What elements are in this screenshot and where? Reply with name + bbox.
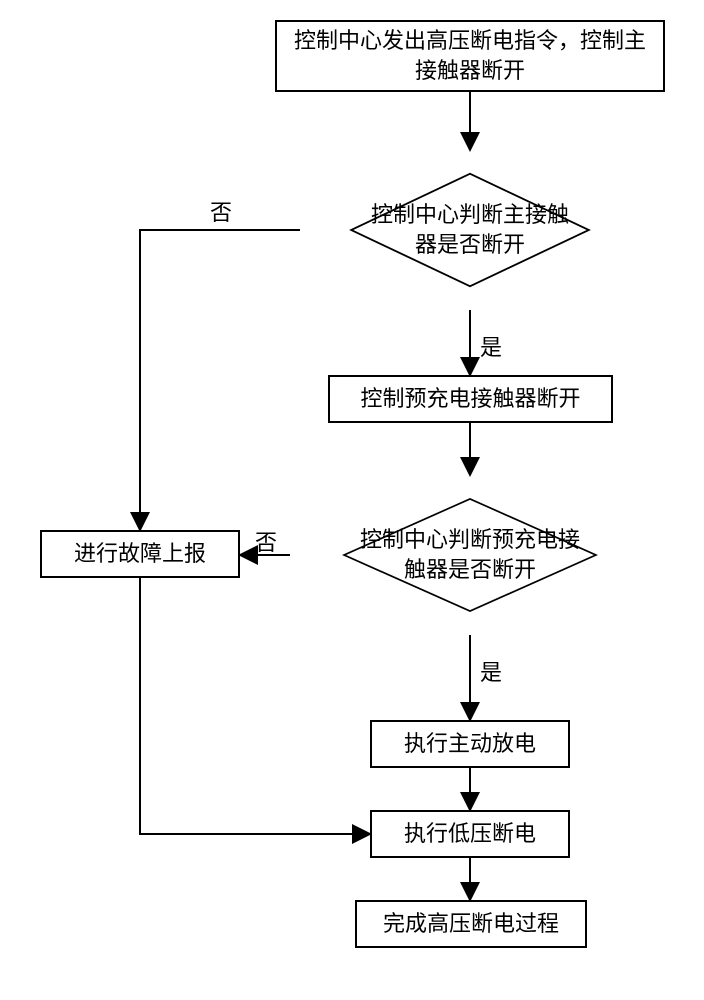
- node-text: 执行主动放电: [404, 729, 536, 759]
- edge-label-yes-2: 是: [480, 655, 502, 687]
- node-text: 控制中心判断主接触器是否断开: [370, 200, 570, 259]
- flow-node-lowvolt-cutoff: 执行低压断电: [370, 810, 570, 858]
- flow-node-precharge-off: 控制预充电接触器断开: [328, 375, 613, 423]
- node-text: 控制中心判断预充电接触器是否断开: [360, 525, 580, 584]
- edge-label-yes-1: 是: [480, 330, 502, 362]
- edge-label-no-2: 否: [255, 525, 277, 557]
- flow-decision-main-contactor: 控制中心判断主接触器是否断开: [357, 117, 583, 343]
- flow-decision-precharge-contactor: 控制中心判断预充电接触器是否断开: [347, 432, 593, 678]
- node-text: 控制中心发出高压断电指令，控制主接触器断开: [287, 26, 653, 85]
- edge-label-no-1: 否: [210, 195, 232, 227]
- node-text: 进行故障上报: [74, 539, 206, 569]
- flow-node-active-discharge: 执行主动放电: [370, 720, 570, 768]
- node-text: 完成高压断电过程: [383, 909, 559, 939]
- flow-node-complete: 完成高压断电过程: [355, 900, 587, 948]
- node-text: 执行低压断电: [404, 819, 536, 849]
- flow-node-start: 控制中心发出高压断电指令，控制主接触器断开: [275, 20, 665, 92]
- flow-node-fault-report: 进行故障上报: [40, 530, 240, 578]
- node-text: 控制预充电接触器断开: [360, 384, 580, 414]
